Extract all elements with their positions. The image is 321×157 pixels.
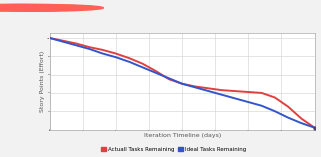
- Legend: Actuall Tasks Remaining, Ideal Tasks Remaining: Actuall Tasks Remaining, Ideal Tasks Rem…: [99, 145, 248, 154]
- Circle shape: [0, 4, 103, 11]
- X-axis label: Iteration Timeline (days): Iteration Timeline (days): [143, 133, 221, 138]
- Circle shape: [0, 4, 80, 11]
- Y-axis label: Story Points (Effort): Story Points (Effort): [40, 51, 45, 112]
- Circle shape: [0, 4, 91, 11]
